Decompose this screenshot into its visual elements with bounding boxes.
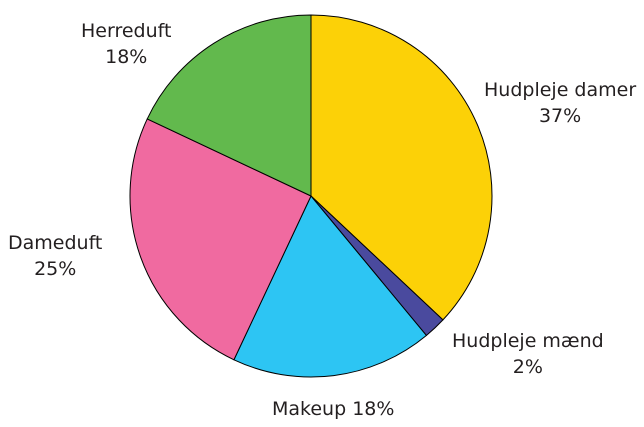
slice-percent: 2% [512, 356, 543, 378]
pie-slice-dameduft [129, 118, 312, 361]
label-makeup: Makeup 18% [272, 398, 394, 420]
slice-percent: 25% [34, 258, 77, 280]
label-hudpleje-damer: Hudpleje damer 37% [484, 77, 636, 129]
slice-name: Hudpleje damer [484, 79, 637, 101]
label-hudpleje-maend: Hudpleje mænd 2% [452, 328, 604, 380]
slice-percent: 18% [352, 398, 395, 420]
slice-name: Dameduft [8, 232, 103, 254]
pie-slice-makeup [233, 195, 427, 378]
pie-slice-herreduft [146, 14, 312, 197]
slice-name: Herreduft [81, 20, 172, 42]
label-herreduft: Herreduft 18% [81, 18, 171, 70]
slice-percent: 37% [538, 105, 582, 127]
label-dameduft: Dameduft 25% [8, 230, 102, 282]
slice-name: Makeup [272, 398, 347, 420]
pie-slices [129, 14, 493, 378]
pie-slice-hudpleje-damer [310, 14, 493, 321]
slice-name: Hudpleje mænd [452, 330, 604, 352]
slice-percent: 18% [105, 46, 148, 68]
